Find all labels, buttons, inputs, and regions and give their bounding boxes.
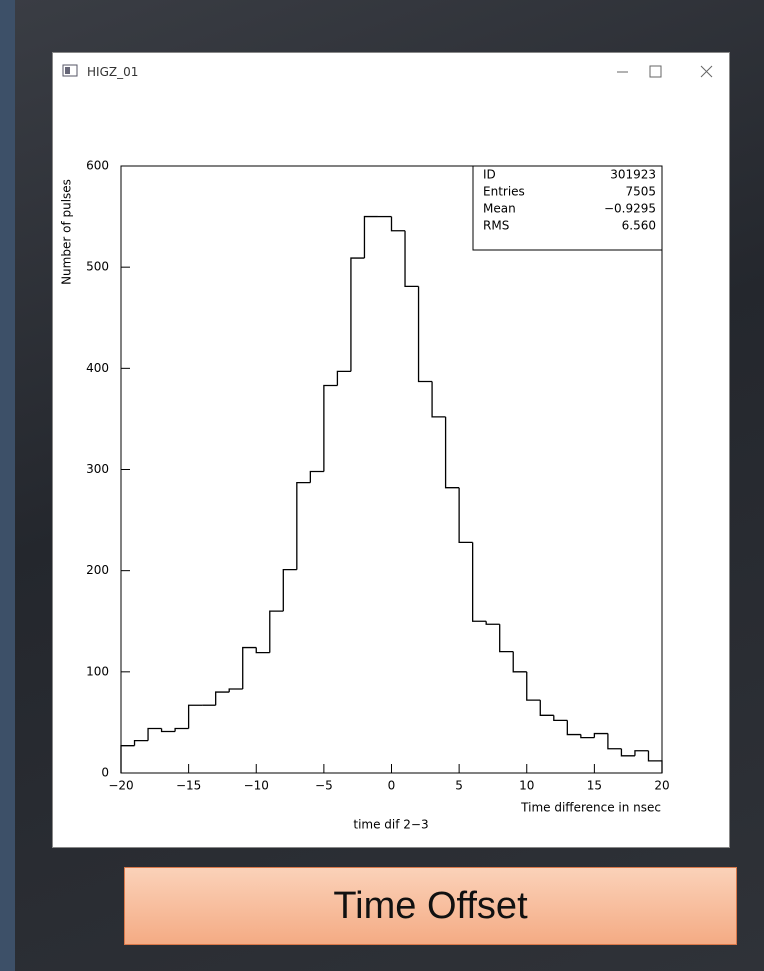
stats-key: Entries <box>483 185 525 199</box>
histogram-bin <box>608 734 622 749</box>
y-tick-label: 500 <box>86 260 109 274</box>
histogram-bin <box>310 472 324 483</box>
x-tick-label: 10 <box>519 779 534 793</box>
desktop: HIGZ_01 Number of pulses Time difference… <box>0 0 764 971</box>
x-tick-label: 15 <box>587 779 602 793</box>
histogram-bin <box>189 705 203 728</box>
histogram-bin <box>175 728 189 731</box>
x-tick-label: 0 <box>388 779 396 793</box>
y-tick-label: 0 <box>101 766 109 780</box>
histogram-bin <box>162 728 176 731</box>
histogram-bin <box>243 648 257 689</box>
histogram-bin <box>405 231 419 287</box>
histogram-bin <box>648 751 662 773</box>
stats-key: ID <box>483 168 496 182</box>
chart-title: time dif 2−3 <box>353 818 428 832</box>
y-tick-label: 400 <box>86 361 109 375</box>
stats-value: 6.560 <box>622 219 656 233</box>
histogram-bin <box>216 692 230 705</box>
app-icon-part <box>65 67 70 74</box>
y-tick-label: 300 <box>86 462 109 476</box>
histogram-bin <box>148 728 162 740</box>
y-tick-label: 200 <box>86 563 109 577</box>
window: HIGZ_01 Number of pulses Time difference… <box>52 52 730 848</box>
histogram-bin <box>392 217 406 231</box>
stats-key: Mean <box>483 202 516 216</box>
histogram-bin <box>446 417 460 488</box>
histogram-bin <box>270 611 284 652</box>
histogram-bin <box>567 720 581 734</box>
histogram-bin <box>297 483 311 570</box>
x-axis-label: Time difference in nsec <box>520 801 661 815</box>
histogram-bin <box>540 700 554 715</box>
histogram-bin <box>256 648 270 653</box>
histogram-bin <box>473 542 487 621</box>
histogram-bin <box>135 741 149 746</box>
histogram-bin <box>635 751 649 756</box>
histogram-bin <box>337 371 351 385</box>
histogram-bin <box>459 488 473 543</box>
x-tick-label: 5 <box>455 779 463 793</box>
x-tick-label: −5 <box>315 779 333 793</box>
caption: Time Offset <box>124 867 737 945</box>
stats-value: 301923 <box>610 168 656 182</box>
histogram-bin <box>581 735 595 738</box>
histogram-bin <box>527 672 541 700</box>
histogram-bin <box>554 715 568 720</box>
histogram-bin <box>500 624 514 651</box>
histogram-bin <box>324 386 338 472</box>
x-tick-label: −15 <box>176 779 201 793</box>
histogram-bin <box>594 734 608 738</box>
x-tick-label: 20 <box>654 779 669 793</box>
y-axis-label: Number of pulses <box>60 179 74 285</box>
histogram-bin <box>432 381 446 416</box>
y-tick-label: 600 <box>86 159 109 173</box>
desktop-edge <box>0 0 15 971</box>
stats-value: −0.9295 <box>604 202 656 216</box>
maximize-button[interactable] <box>650 66 661 77</box>
histogram-bin <box>486 621 500 624</box>
histogram-bin <box>621 749 635 756</box>
x-tick-label: −20 <box>108 779 133 793</box>
histogram-bin <box>351 258 365 371</box>
histogram-bin <box>364 217 378 258</box>
y-tick-label: 100 <box>86 664 109 678</box>
close-button[interactable] <box>701 66 712 77</box>
chart: Number of pulses Time difference in nsec… <box>53 91 729 847</box>
stats-key: RMS <box>483 219 509 233</box>
histogram-bin <box>121 746 135 773</box>
plot-frame <box>121 166 662 773</box>
histogram-bin <box>513 652 527 672</box>
histogram-bin <box>229 689 243 692</box>
stats-value: 7505 <box>625 185 656 199</box>
x-tick-label: −10 <box>244 779 269 793</box>
histogram-bin <box>419 286 433 381</box>
title-bar: HIGZ_01 <box>53 53 729 91</box>
title-bar-icons <box>53 53 731 91</box>
histogram-bin <box>283 570 297 611</box>
window-title: HIGZ_01 <box>87 65 138 79</box>
